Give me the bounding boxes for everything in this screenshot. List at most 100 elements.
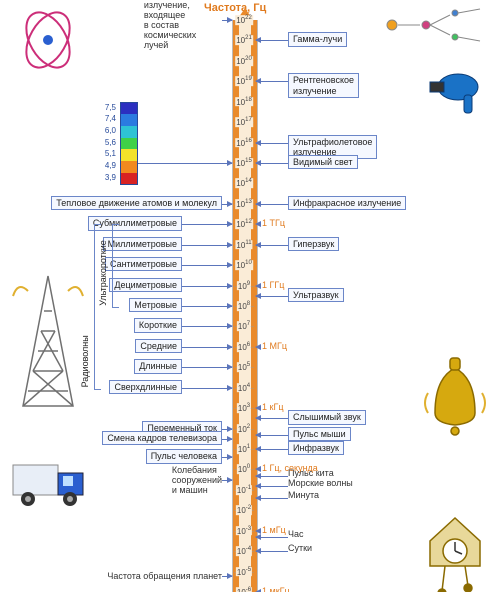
connector-line <box>182 286 232 287</box>
axis-tick: 104 <box>232 388 256 389</box>
axis-tick: 1020 <box>232 61 256 62</box>
axis-tick-label: 103 <box>237 403 251 413</box>
connector-line <box>222 20 232 21</box>
axis-tick-label: 102 <box>237 424 251 434</box>
connector-line <box>256 486 288 487</box>
hairdryer-icon <box>420 67 490 120</box>
cosmic-rays-icon <box>8 5 88 78</box>
axis-tick-label: 1015 <box>235 158 253 168</box>
connector-line <box>222 439 232 440</box>
axis-tick-label: 1022 <box>235 15 253 25</box>
axis-tick-label: 1013 <box>235 199 253 209</box>
right-label: Инфразвук <box>288 441 344 455</box>
left-label: Средние <box>135 339 182 353</box>
unit-marker-tick <box>256 347 261 348</box>
axis-tick: 109 <box>232 286 256 287</box>
connector-line <box>256 449 288 450</box>
axis-tick-label: 109 <box>237 281 251 291</box>
connector-line <box>256 245 288 246</box>
left-label: Электромагнитноеизлучение,входящеев сост… <box>144 0 222 50</box>
unit-marker: 1 Гц, секунда <box>262 463 318 473</box>
right-label: Гамма-лучи <box>288 32 347 46</box>
group-bracket <box>112 224 119 308</box>
connector-line <box>256 163 288 164</box>
axis-tick: 10-3 <box>232 531 256 532</box>
axis-tick-label: 1017 <box>235 117 253 127</box>
axis-tick-label: 1016 <box>235 138 253 148</box>
left-label: Короткие <box>134 318 182 332</box>
left-label: Смена кадров телевизора <box>102 431 222 445</box>
left-label: Пульс человека <box>146 449 222 463</box>
axis-tick: 1011 <box>232 245 256 246</box>
axis-tick: 1022 <box>232 20 256 21</box>
unit-marker: 1 МГц <box>262 341 287 351</box>
axis-tick: 1014 <box>232 183 256 184</box>
axis-tick: 1010 <box>232 265 256 266</box>
axis-tick: 1012 <box>232 224 256 225</box>
connector-line <box>256 204 288 205</box>
unit-marker-tick <box>256 531 261 532</box>
axis-tick: 1019 <box>232 81 256 82</box>
connector-line <box>182 224 232 225</box>
right-label: Ультразвук <box>288 288 344 302</box>
left-label: Длинные <box>134 359 182 373</box>
left-label: Дециметровые <box>109 278 182 292</box>
spectrum-value: 3,9 <box>98 173 116 182</box>
axis-tick-label: 108 <box>237 301 251 311</box>
axis-tick-label: 106 <box>237 342 251 352</box>
left-label: Колебаниясооруженийи машин <box>172 465 222 495</box>
axis-tick: 101 <box>232 449 256 450</box>
axis-tick-label: 10-3 <box>236 526 252 536</box>
connector-line <box>256 296 288 297</box>
axis-tick-label: 100 <box>237 465 251 475</box>
axis-tick: 1018 <box>232 102 256 103</box>
right-label: Видимый свет <box>288 155 358 169</box>
axis-tick: 105 <box>232 367 256 368</box>
axis-tick: 10-5 <box>232 572 256 573</box>
connector-line <box>256 551 288 552</box>
radio-tower-icon <box>8 271 88 414</box>
axis-tick-label: 1012 <box>235 219 253 229</box>
axis-tick: 103 <box>232 408 256 409</box>
right-label: Сутки <box>288 543 312 553</box>
connector-line <box>222 204 232 205</box>
right-label: Морские волны <box>288 478 353 488</box>
axis-tick: 10-4 <box>232 551 256 552</box>
connector-line <box>182 388 232 389</box>
axis-tick-label: 10-4 <box>236 546 252 556</box>
spectrum-value: 7,4 <box>98 114 116 123</box>
bell-icon <box>420 353 490 446</box>
axis-tick-label: 1018 <box>235 97 253 107</box>
unit-marker-tick <box>256 469 261 470</box>
connector-line <box>182 245 232 246</box>
axis-tick: 1021 <box>232 40 256 41</box>
spectrum-value: 6,0 <box>98 126 116 135</box>
spectrum-value: 4,9 <box>98 161 116 170</box>
connector-line <box>222 429 232 430</box>
axis-tick-label: 1020 <box>235 56 253 66</box>
axis-tick-label: 101 <box>237 444 251 454</box>
truck-icon <box>8 455 98 513</box>
axis-tick-label: 10-2 <box>236 505 252 515</box>
connector-line <box>182 347 232 348</box>
spectrum-value: 5,1 <box>98 149 116 158</box>
connector-line <box>256 40 288 41</box>
axis-tick-label: 1021 <box>235 36 253 46</box>
right-label: Инфракрасное излучение <box>288 196 406 210</box>
connector-line <box>182 367 232 368</box>
axis-tick: 100 <box>232 469 256 470</box>
right-label: Гиперзвук <box>288 237 339 251</box>
axis-tick-label: 1011 <box>235 240 252 250</box>
right-label: Минута <box>288 490 319 500</box>
axis-tick: 106 <box>232 347 256 348</box>
axis-tick-label: 10-5 <box>236 567 252 577</box>
right-label: Час <box>288 529 304 539</box>
axis-tick: 1017 <box>232 122 256 123</box>
axis-tick-label: 10-6 <box>236 587 252 592</box>
connector-line <box>256 435 288 436</box>
unit-marker-tick <box>256 286 261 287</box>
connector-line <box>182 306 232 307</box>
axis-tick-label: 107 <box>237 322 251 332</box>
connector-line <box>256 476 288 477</box>
particle-decay-icon <box>380 5 490 48</box>
